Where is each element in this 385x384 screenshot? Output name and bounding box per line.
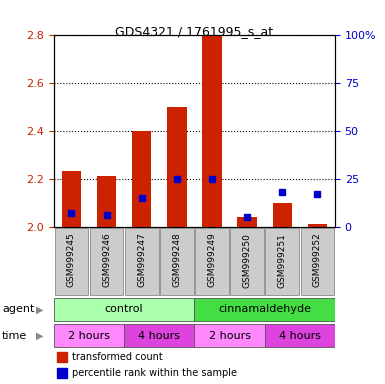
Text: GSM999251: GSM999251 [278,233,287,288]
Text: agent: agent [2,305,34,314]
Text: GDS4321 / 1761995_s_at: GDS4321 / 1761995_s_at [116,25,273,38]
Text: 2 hours: 2 hours [68,331,110,341]
Text: 2 hours: 2 hours [209,331,251,341]
Text: transformed count: transformed count [72,352,163,362]
FancyBboxPatch shape [230,228,264,295]
FancyBboxPatch shape [301,228,334,295]
Bar [167,106,186,227]
Bar [57,352,67,362]
FancyBboxPatch shape [54,324,124,348]
Text: GSM999252: GSM999252 [313,233,322,288]
FancyBboxPatch shape [265,228,299,295]
Text: percentile rank within the sample: percentile rank within the sample [72,367,237,377]
FancyBboxPatch shape [125,228,159,295]
Text: control: control [105,305,144,314]
FancyBboxPatch shape [54,298,194,321]
Bar [57,367,67,377]
Bar [238,217,257,227]
Text: GSM999245: GSM999245 [67,233,76,288]
FancyBboxPatch shape [124,324,194,348]
Text: time: time [2,331,27,341]
Bar [97,176,116,227]
Text: GSM999248: GSM999248 [172,233,181,288]
Bar [62,171,81,227]
FancyBboxPatch shape [194,298,335,321]
Text: GSM999249: GSM999249 [208,233,216,288]
Text: GSM999247: GSM999247 [137,233,146,288]
FancyBboxPatch shape [55,228,88,295]
Text: ▶: ▶ [36,305,43,314]
Bar [132,131,151,227]
FancyBboxPatch shape [194,324,264,348]
FancyBboxPatch shape [90,228,124,295]
Text: 4 hours: 4 hours [279,331,321,341]
Text: 4 hours: 4 hours [138,331,180,341]
Bar [273,202,292,227]
FancyBboxPatch shape [160,228,194,295]
Text: cinnamaldehyde: cinnamaldehyde [218,305,311,314]
Bar [308,224,327,227]
Bar [203,35,222,227]
Text: ▶: ▶ [36,331,43,341]
Text: GSM999250: GSM999250 [243,233,252,288]
FancyBboxPatch shape [264,324,335,348]
FancyBboxPatch shape [195,228,229,295]
Text: GSM999246: GSM999246 [102,233,111,288]
